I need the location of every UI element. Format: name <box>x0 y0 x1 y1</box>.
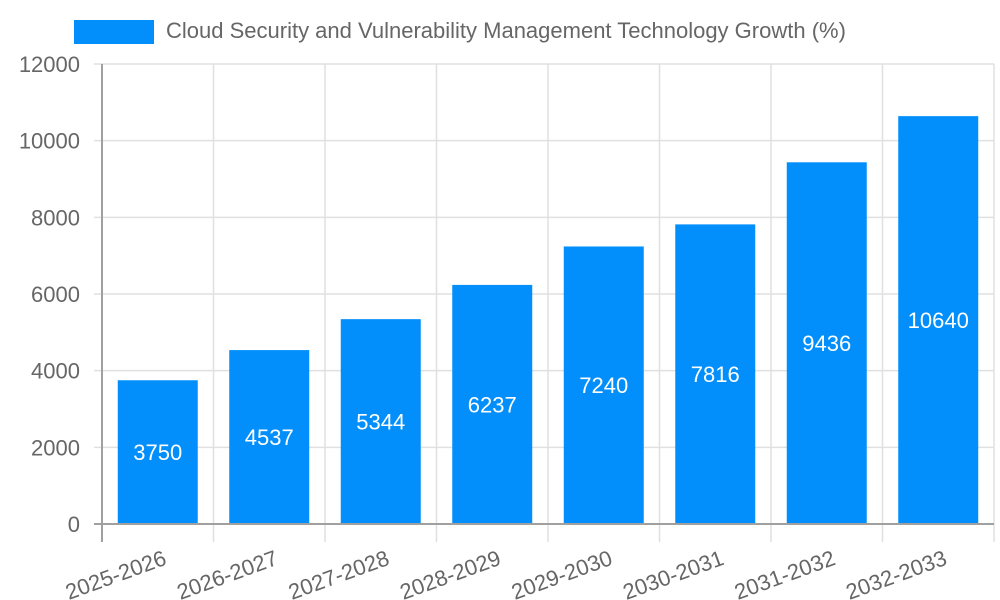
x-tick-label: 2029-2030 <box>508 545 615 600</box>
bar[interactable] <box>563 246 644 524</box>
legend-swatch[interactable] <box>74 20 154 44</box>
x-tick-label: 2025-2026 <box>62 545 169 600</box>
y-tick-label: 8000 <box>31 205 80 230</box>
bar[interactable] <box>229 350 310 524</box>
bar-value-label: 4537 <box>245 425 294 450</box>
bar-value-label: 3750 <box>133 440 182 465</box>
y-tick-label: 0 <box>68 512 80 537</box>
bar-value-label: 5344 <box>356 410 405 435</box>
y-tick-label: 2000 <box>31 435 80 460</box>
bar[interactable] <box>340 319 421 524</box>
bar[interactable] <box>452 284 533 524</box>
bar[interactable] <box>786 162 867 524</box>
bar[interactable] <box>898 116 979 524</box>
x-tick-label: 2032-2033 <box>843 545 950 600</box>
x-tick-label: 2028-2029 <box>397 545 504 600</box>
x-tick-label: 2031-2032 <box>731 545 838 600</box>
y-tick-label: 12000 <box>19 52 80 77</box>
legend-label[interactable]: Cloud Security and Vulnerability Managem… <box>166 18 846 43</box>
x-tick-label: 2027-2028 <box>285 545 392 600</box>
x-tick-label: 2026-2027 <box>174 545 281 600</box>
x-tick-label: 2030-2031 <box>620 545 727 600</box>
bar[interactable] <box>675 224 756 525</box>
bar-value-label: 9436 <box>802 331 851 356</box>
bar[interactable] <box>117 380 198 524</box>
y-tick-label: 10000 <box>19 129 80 154</box>
bar-value-label: 6237 <box>468 392 517 417</box>
bar-value-label: 7816 <box>691 362 740 387</box>
y-tick-label: 6000 <box>31 282 80 307</box>
bar-value-label: 7240 <box>579 373 628 398</box>
y-tick-label: 4000 <box>31 359 80 384</box>
bar-value-label: 10640 <box>908 308 969 333</box>
